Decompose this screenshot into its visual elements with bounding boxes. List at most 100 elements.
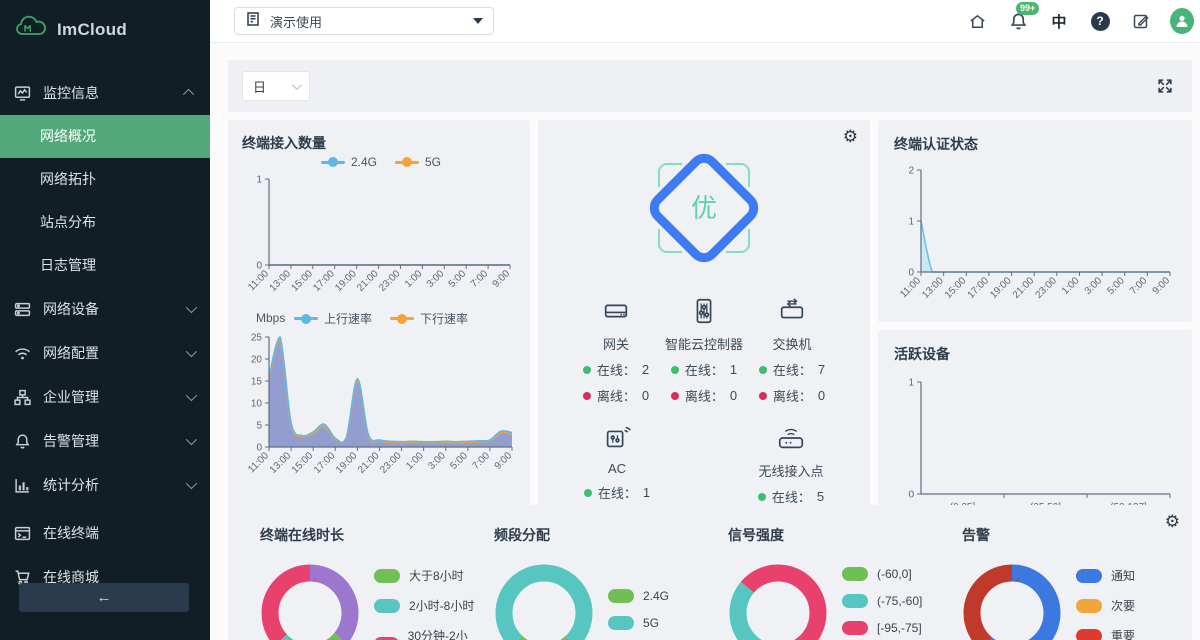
alarm-bell-icon [14, 433, 31, 450]
language-toggle[interactable]: 中 [1051, 13, 1067, 31]
svg-text:13:00: 13:00 [920, 275, 946, 301]
chevron-down-icon [291, 79, 302, 90]
legend-item[interactable]: 通知 [1076, 567, 1135, 584]
cloud-logo-icon [14, 14, 48, 45]
notification-bell-icon[interactable]: 99+ [1006, 2, 1040, 33]
sidebar-item-enterprise[interactable]: 企业管理 [0, 375, 210, 419]
bracket-corner-icon [726, 229, 750, 253]
svg-text:1:00: 1:00 [404, 450, 426, 472]
alarms-donut [960, 561, 1064, 640]
legend-item[interactable]: [-95,-75] [842, 621, 922, 635]
section-online-duration: 终端在线时长 大于8小时 2小时-8小时 30分钟-2小时 [242, 525, 476, 640]
legend-item[interactable]: 5G [608, 616, 669, 630]
svg-text:9:00: 9:00 [491, 268, 513, 290]
topbar-icons: 99+ 中 ? [965, 2, 1194, 34]
main-area: 演示使用 99+ 中 ? [210, 0, 1200, 640]
bracket-corner-icon [658, 229, 682, 253]
active-devices-chart: 01(0,25](25,50](50,127] [894, 370, 1182, 525]
legend-item[interactable]: 大于8小时 [374, 567, 476, 584]
donut-legend: 通知 次要 重要 [1076, 561, 1135, 640]
sidebar-item-online-terminals[interactable]: 在线终端 [0, 511, 210, 555]
sidebar-item-statistics[interactable]: 统计分析 [0, 463, 210, 507]
top-cards-row: 终端接入数量 2.4G 5G 0 1 11:00 13:00 15:00 17:00 19:0… [228, 120, 1192, 532]
online-count: 5 [816, 489, 825, 504]
sidebar-item-network-config[interactable]: 网络配置 [0, 331, 210, 375]
terminal-icon [14, 525, 31, 542]
chevron-down-icon [185, 301, 198, 314]
legend-item[interactable]: 次要 [1076, 597, 1135, 614]
org-building-icon [245, 11, 261, 32]
donut-legend: 2.4G 5G [608, 561, 669, 640]
home-icon[interactable] [965, 9, 989, 33]
sidebar-collapse-button[interactable]: ← [19, 583, 189, 612]
server-icon [14, 301, 31, 318]
svg-text:1: 1 [908, 217, 914, 228]
legend-item[interactable]: 2.4G [320, 155, 377, 169]
help-icon[interactable]: ? [1088, 9, 1112, 33]
sidebar-item-monitor-info[interactable]: 监控信息 [0, 71, 210, 115]
svg-text:21:00: 21:00 [355, 268, 381, 294]
online-dot [583, 488, 592, 497]
svg-text:3:00: 3:00 [425, 268, 447, 290]
chevron-down-icon [185, 477, 198, 490]
settings-gear-icon[interactable]: ⚙ [842, 127, 858, 146]
svg-text:19:00: 19:00 [988, 275, 1014, 301]
logo-text: ImCloud [57, 19, 128, 39]
legend-item[interactable]: 重要 [1076, 627, 1135, 640]
svg-text:5:00: 5:00 [448, 450, 470, 472]
sidebar-item-log-management[interactable]: 日志管理 [40, 257, 96, 273]
svg-text:7:00: 7:00 [1128, 275, 1150, 297]
svg-text:19:00: 19:00 [333, 268, 359, 294]
health-grade: 优 [629, 132, 779, 284]
online-dot [758, 365, 767, 374]
sidebar-item-network-overview[interactable]: 网络概况 [0, 115, 210, 158]
svg-text:23:00: 23:00 [1033, 275, 1059, 301]
svg-text:3:00: 3:00 [426, 450, 448, 472]
svg-text:20: 20 [251, 355, 263, 366]
offline-count: 0 [729, 388, 738, 403]
chevron-down-icon [185, 433, 198, 446]
legend-item[interactable]: 下行速率 [390, 310, 468, 327]
svg-text:2: 2 [908, 166, 914, 177]
device-stat-wireless-ap: 无线接入点 在线：5 离线：0 [746, 421, 836, 532]
card-donut-stats: ⚙ 终端在线时长 大于8小时 2小时-8小时 30分钟-2小时 频段分配 [228, 505, 1192, 640]
online-count: 2 [641, 362, 650, 377]
legend-item[interactable]: 2小时-8小时 [374, 597, 476, 614]
card-active-devices: 活跃设备 01(0,25](25,50](50,127] [878, 330, 1192, 532]
svg-text:5:00: 5:00 [447, 268, 469, 290]
legend-item[interactable]: 5G [395, 155, 441, 169]
sidebar-item-network-devices[interactable]: 网络设备 [0, 287, 210, 331]
svg-text:13:00: 13:00 [268, 450, 294, 476]
sidebar-item-site-distribution[interactable]: 站点分布 [40, 214, 96, 230]
svg-text:17:00: 17:00 [966, 275, 992, 301]
svg-text:9:00: 9:00 [493, 450, 515, 472]
traffic-rate-chart: 0 5 10 15 20 25 11:00 13:00 15:00 17:00 19:00 21:00… [242, 327, 520, 490]
svg-text:7:00: 7:00 [469, 268, 491, 290]
legend-item[interactable]: 30分钟-2小时 [374, 627, 476, 640]
svg-text:1:00: 1:00 [1060, 275, 1082, 297]
fullscreen-icon[interactable] [1156, 77, 1174, 95]
period-selector[interactable]: 日 [242, 71, 310, 101]
online-count: 1 [642, 485, 651, 500]
user-avatar[interactable] [1170, 8, 1194, 34]
svg-text:1:00: 1:00 [403, 268, 425, 290]
svg-text:23:00: 23:00 [377, 268, 403, 294]
svg-text:11:00: 11:00 [246, 450, 271, 475]
bracket-corner-icon [658, 163, 682, 187]
online-count: 1 [729, 362, 738, 377]
online-dot [582, 365, 591, 374]
legend-item[interactable]: 上行速率 [293, 310, 372, 327]
feedback-edit-icon[interactable] [1129, 9, 1153, 33]
switch-icon [777, 294, 807, 326]
cloud-controller-icon [689, 294, 719, 326]
svg-text:13:00: 13:00 [268, 268, 294, 294]
svg-text:21:00: 21:00 [356, 450, 382, 476]
sidebar-item-alarm-management[interactable]: 告警管理 [0, 419, 210, 463]
legend-item[interactable]: (-60,0] [842, 567, 922, 581]
ac-icon [602, 421, 632, 453]
legend-item[interactable]: (-75,-60] [842, 594, 922, 608]
sidebar-item-network-topology[interactable]: 网络拓扑 [40, 171, 96, 187]
org-selector[interactable]: 演示使用 [234, 7, 494, 35]
settings-gear-icon[interactable]: ⚙ [1164, 512, 1180, 531]
legend-item[interactable]: 2.4G [608, 589, 669, 603]
